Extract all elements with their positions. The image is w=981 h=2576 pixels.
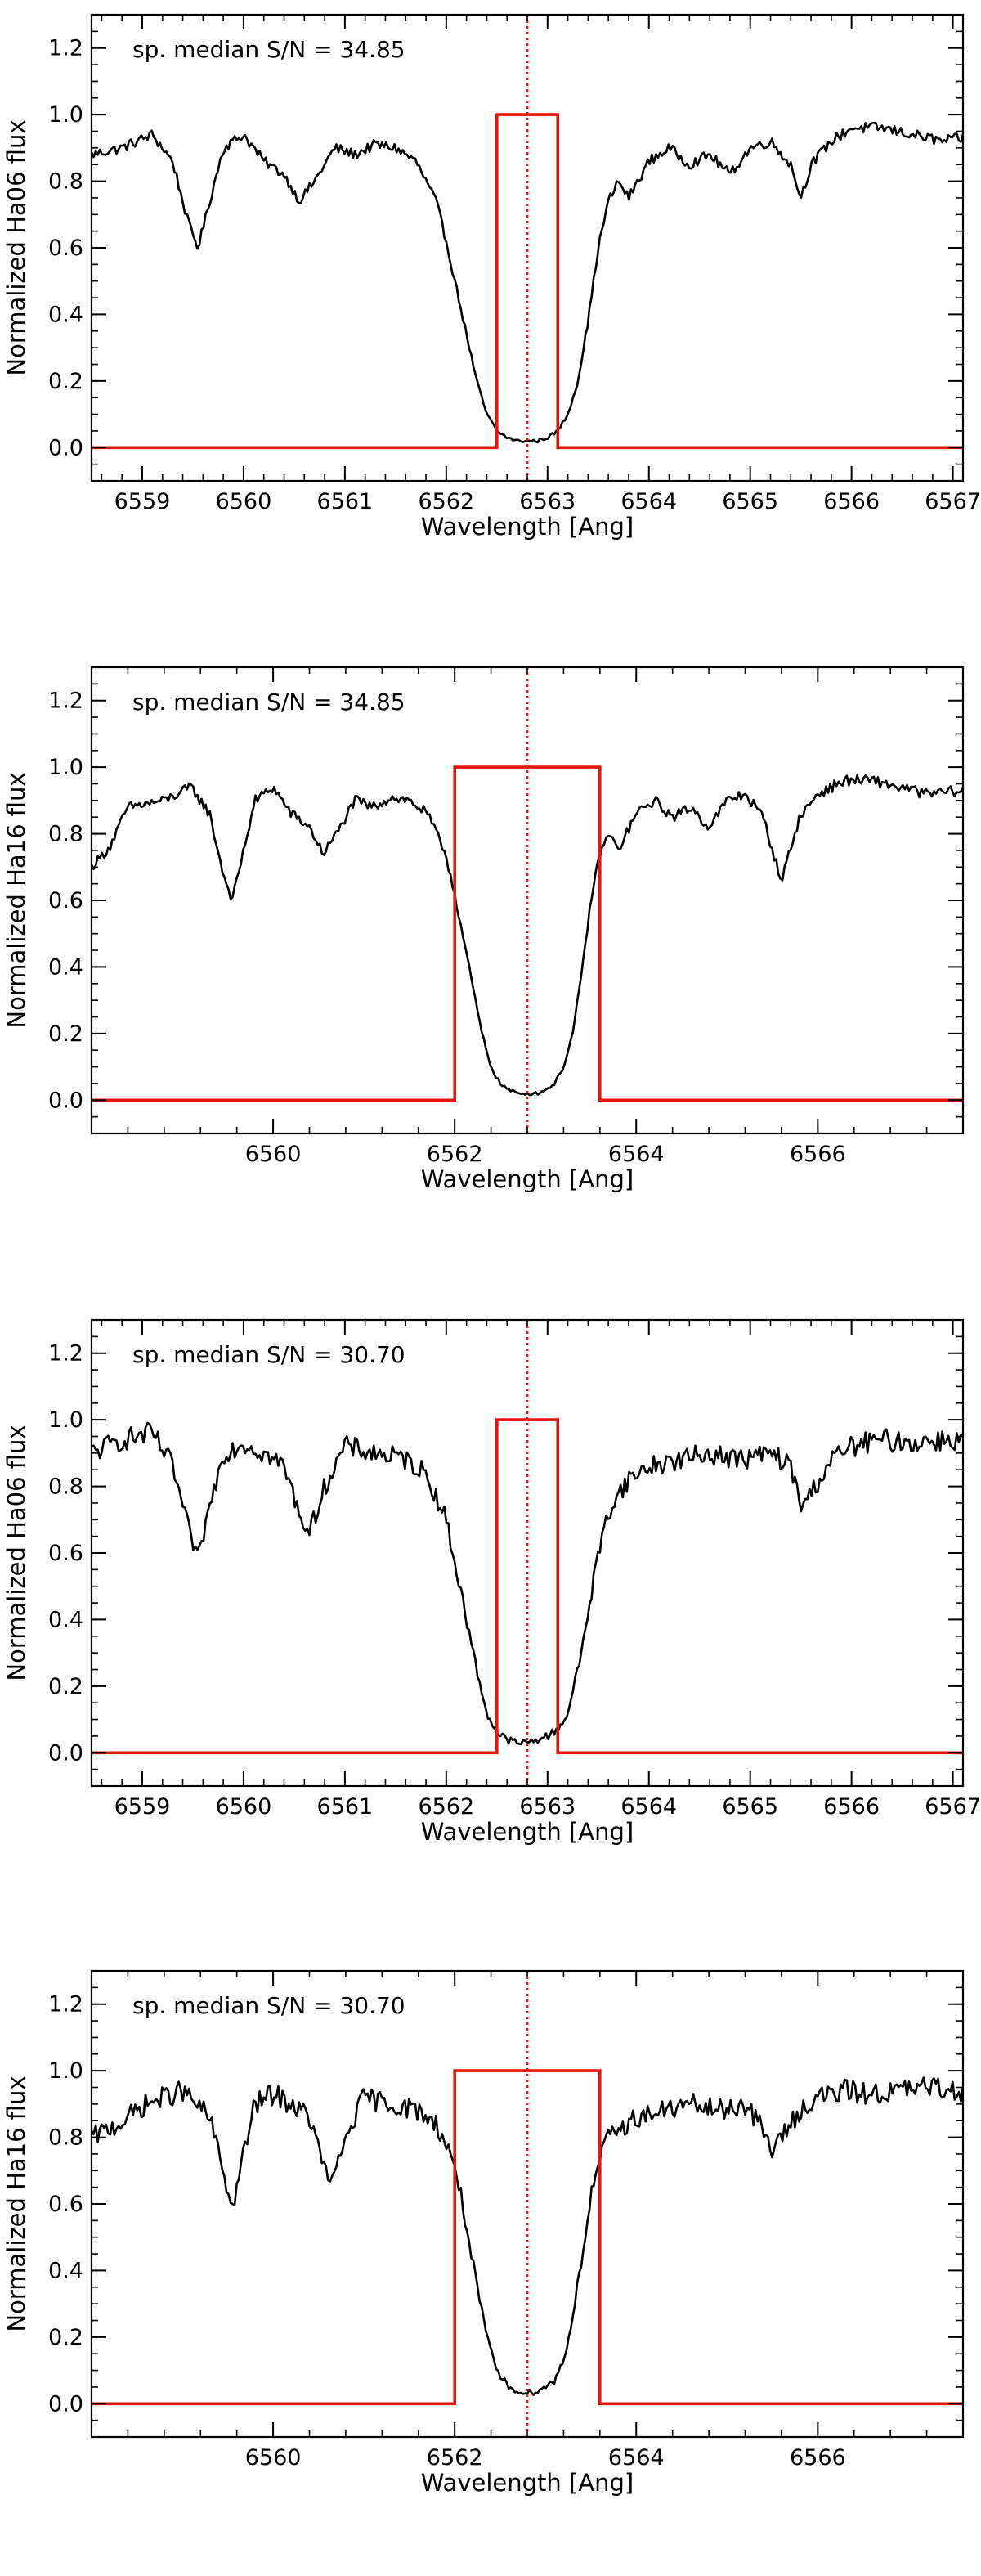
window-profile-line <box>92 113 963 450</box>
snr-annotation: sp. median S/N = 30.70 <box>132 1992 405 2019</box>
y-tick-label: 0.0 <box>48 1088 83 1113</box>
y-tick-label: 0.8 <box>48 2125 83 2151</box>
x-tick-label: 6567 <box>925 1794 981 1820</box>
x-tick-label: 6563 <box>519 489 576 514</box>
y-tick-label: 0.8 <box>48 169 83 195</box>
x-tick-label: 6564 <box>608 2445 665 2471</box>
y-tick-label: 0.6 <box>48 888 83 913</box>
x-tick-label: 6561 <box>317 489 374 514</box>
snr-annotation: sp. median S/N = 34.85 <box>132 689 405 716</box>
spectrum-line <box>92 2076 963 2396</box>
y-tick-label: 1.0 <box>48 1407 83 1433</box>
x-tick-label: 6562 <box>418 489 474 514</box>
x-tick-label: 6565 <box>722 489 778 514</box>
x-tick-label: 6566 <box>790 1142 846 1167</box>
y-tick-label: 0.2 <box>48 1021 83 1047</box>
panel-2: 6560 6562 6564 6566 0.0 0.2 0.4 0.6 0.8 1.0 1.2 Wav… <box>2 666 965 1193</box>
y-axis-label: Normalized Ha06 flux <box>2 119 30 375</box>
x-tick-label: 6559 <box>114 489 171 514</box>
x-tick-label: 6564 <box>620 489 677 514</box>
y-axis-label: Normalized Ha16 flux <box>2 772 30 1028</box>
window-profile-line <box>92 765 963 1102</box>
y-tick-label: 0.8 <box>48 1474 83 1500</box>
panel-1: 6559 6560 6561 6562 6563 6564 6565 6566 6567 0.0 0… <box>2 13 981 541</box>
y-tick-label: 0.2 <box>48 1674 83 1699</box>
x-tick-label: 6566 <box>823 1794 880 1820</box>
y-tick-label: 0.2 <box>48 2325 83 2350</box>
y-tick-label: 0.0 <box>48 435 83 460</box>
x-tick-label: 6560 <box>216 489 272 514</box>
y-tick-label: 0.4 <box>48 1607 83 1632</box>
y-tick-label: 0.6 <box>48 1541 83 1566</box>
y-tick-label: 1.0 <box>48 102 83 128</box>
snr-annotation: sp. median S/N = 34.85 <box>132 36 405 63</box>
x-tick-label: 6566 <box>823 489 880 514</box>
y-tick-label: 1.2 <box>48 689 83 714</box>
x-tick-label: 6562 <box>427 2445 483 2471</box>
y-tick-label: 0.4 <box>48 2258 83 2283</box>
window-profile-line <box>92 1418 963 1755</box>
x-tick-label: 6564 <box>608 1142 665 1167</box>
x-axis-label: Wavelength [Ang] <box>421 2469 634 2497</box>
y-tick-label: 0.8 <box>48 822 83 847</box>
x-tick-label: 6567 <box>925 489 981 514</box>
y-tick-label: 0.6 <box>48 2192 83 2217</box>
x-tick-label: 6560 <box>245 2445 302 2471</box>
x-tick-label: 6565 <box>722 1794 778 1820</box>
y-tick-label: 0.4 <box>48 302 83 327</box>
spectrum-line <box>92 1421 963 1746</box>
y-tick-label: 0.4 <box>48 954 83 980</box>
x-axis-label: Wavelength [Ang] <box>421 513 634 541</box>
x-tick-label: 6561 <box>317 1794 374 1820</box>
x-axis-label: Wavelength [Ang] <box>421 1165 634 1193</box>
x-tick-label: 6562 <box>427 1142 483 1167</box>
x-tick-label: 6563 <box>519 1794 576 1820</box>
x-tick-label: 6564 <box>620 1794 677 1820</box>
y-tick-label: 1.0 <box>48 2058 83 2084</box>
snr-annotation: sp. median S/N = 30.70 <box>132 1341 405 1368</box>
y-tick-label: 0.2 <box>48 369 83 394</box>
x-tick-label: 6566 <box>790 2445 846 2471</box>
y-tick-label: 0.0 <box>48 1740 83 1766</box>
x-tick-label: 6560 <box>216 1794 272 1820</box>
window-profile-line <box>92 2069 963 2406</box>
panel-3: 6559 6560 6561 6562 6563 6564 6565 6566 6567 0.0 0… <box>2 1318 981 1846</box>
panel-4: 6560 6562 6564 6566 0.0 0.2 0.4 0.6 0.8 1.0 1.2 Wav… <box>2 1969 965 2497</box>
x-tick-label: 6559 <box>114 1794 171 1820</box>
y-tick-label: 1.2 <box>48 1341 83 1367</box>
x-axis-label: Wavelength [Ang] <box>421 1818 634 1846</box>
y-axis-label: Normalized Ha16 flux <box>2 2076 30 2331</box>
y-tick-label: 1.0 <box>48 755 83 780</box>
y-tick-label: 1.2 <box>48 1992 83 2017</box>
x-tick-label: 6560 <box>245 1142 302 1167</box>
y-tick-label: 1.2 <box>48 36 83 61</box>
y-tick-label: 0.0 <box>48 2391 83 2417</box>
x-tick-label: 6562 <box>418 1794 474 1820</box>
y-tick-label: 0.6 <box>48 236 83 261</box>
y-axis-label: Normalized Ha06 flux <box>2 1425 30 1681</box>
